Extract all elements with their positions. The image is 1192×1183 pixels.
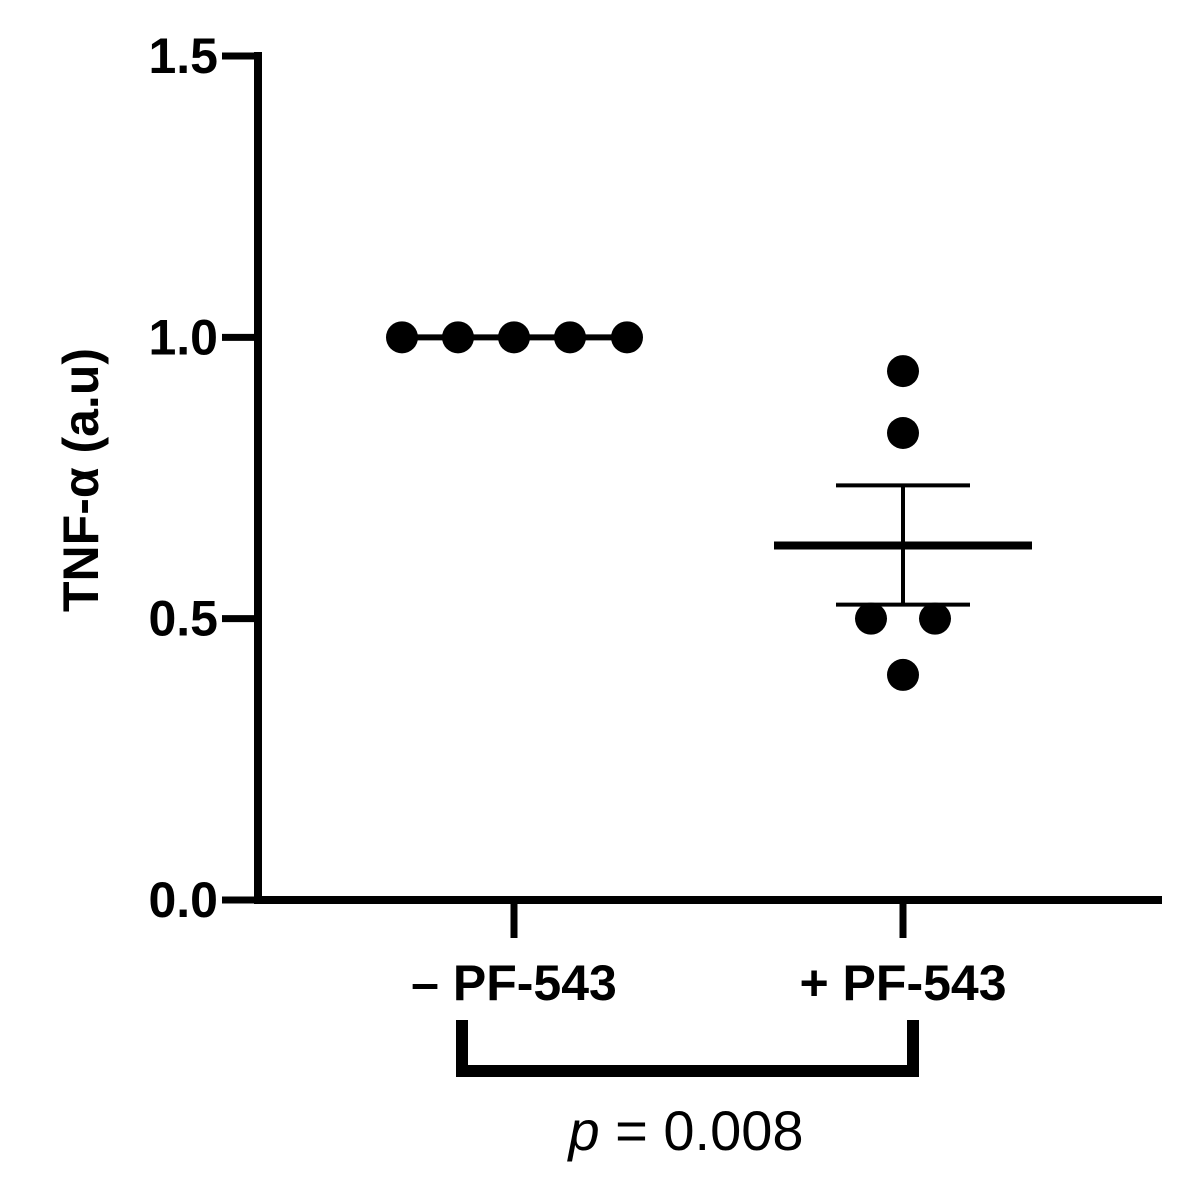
x-axis-ticks: – PF-543 + PF-543: [411, 900, 1007, 1011]
data-marks: [386, 321, 1032, 691]
y-tick-label: 0.5: [148, 591, 218, 647]
y-axis-label: TNF-α (a.u): [53, 348, 109, 612]
p-value-text: = 0.008: [600, 1099, 804, 1162]
data-point: [887, 355, 919, 388]
data-point: [887, 416, 919, 449]
bracket-line: [456, 1020, 919, 1077]
y-axis-ticks: 0.0 0.5 1.0 1.5: [148, 28, 258, 928]
axes: [254, 52, 1162, 904]
significance-bracket: [456, 1020, 919, 1077]
data-point: [855, 602, 887, 635]
x-tick-label: + PF-543: [799, 955, 1006, 1011]
x-tick-label: – PF-543: [411, 955, 617, 1011]
data-point: [498, 321, 530, 354]
y-tick-label: 1.0: [148, 309, 218, 365]
data-point: [442, 321, 474, 354]
data-point: [611, 321, 643, 354]
data-point: [919, 602, 951, 635]
p-value-annotation: p = 0.008: [566, 1099, 803, 1162]
data-point: [386, 321, 418, 354]
data-point: [554, 321, 586, 354]
y-tick-label: 1.5: [148, 28, 218, 84]
y-tick-label: 0.0: [148, 872, 218, 928]
p-value-symbol: p: [566, 1099, 599, 1162]
data-point: [887, 658, 919, 691]
